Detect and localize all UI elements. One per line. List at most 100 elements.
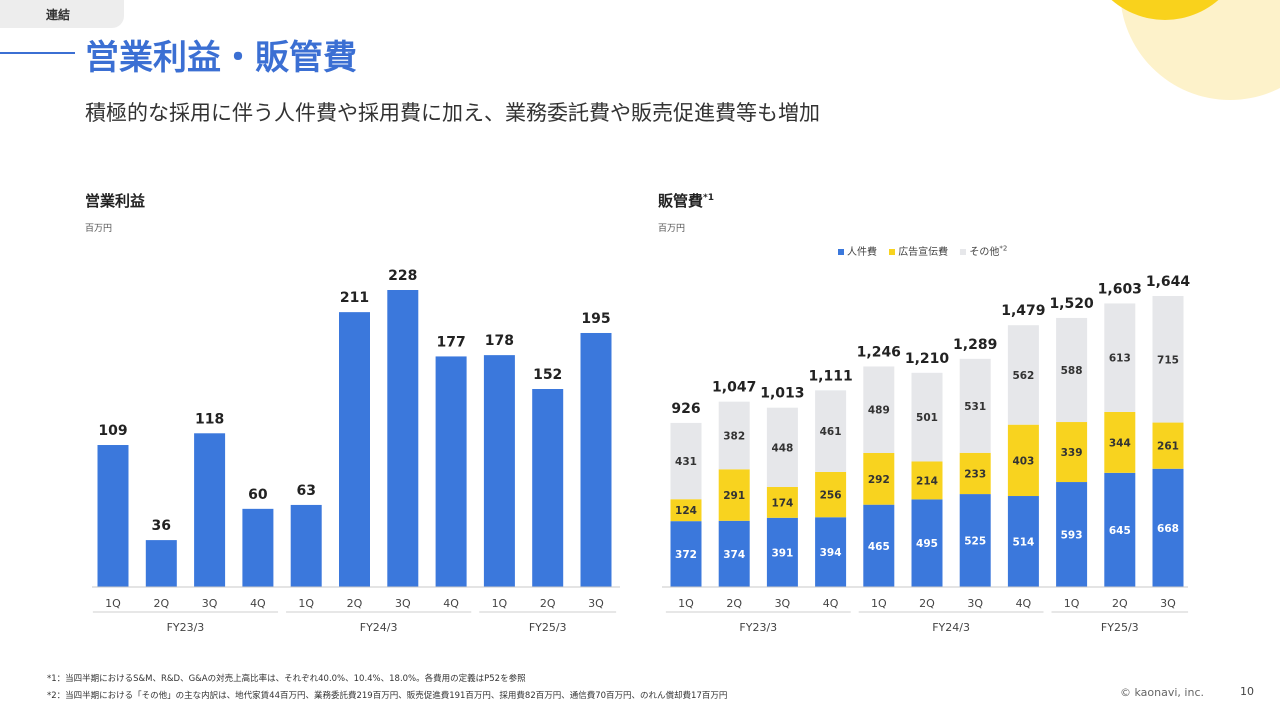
sga-advertising-segment [670, 499, 702, 522]
sga-other-segment [670, 422, 702, 500]
sga-other-segment [1152, 296, 1184, 423]
sga-other-segment-label: 715 [1157, 354, 1179, 366]
sga-other-segment [959, 358, 991, 453]
sga-personnel-segment [1007, 496, 1039, 587]
sga-other-segment-label: 531 [964, 401, 986, 413]
sga-other-segment [1007, 325, 1039, 425]
sga-personnel-segment-label: 394 [820, 547, 842, 559]
page-subtitle: 積極的な採用に伴う人件費や採用費に加え、業務委託費や販売促進費等も増加 [85, 101, 820, 125]
sga-other-segment-label: 382 [723, 430, 745, 442]
sga-personnel-segment [815, 517, 847, 587]
legend-swatch-advertising [889, 249, 896, 255]
operating-profit-bar [145, 540, 177, 587]
sga-other-segment-label: 448 [771, 442, 793, 454]
sga-advertising-segment-label: 214 [916, 475, 938, 487]
sga-total-label: 1,111 [808, 368, 852, 384]
legend-item-advertising: 広告宣伝費 [889, 247, 948, 258]
sga-advertising-segment [911, 461, 943, 500]
page-number: 10 [1240, 685, 1254, 698]
sga-total-label: 1,013 [760, 386, 804, 402]
sga-total-label: 1,603 [1098, 281, 1142, 297]
sga-advertising-segment-label: 339 [1061, 447, 1083, 459]
sga-advertising-segment [815, 471, 847, 518]
sga-other-segment-label: 588 [1061, 365, 1083, 377]
sga-advertising-segment-label: 261 [1157, 441, 1179, 453]
sga-personnel-segment-label: 525 [964, 536, 986, 548]
sga-advertising-segment [718, 469, 750, 521]
sga-other-segment-label: 613 [1109, 353, 1131, 365]
operating-profit-value-label: 109 [98, 423, 127, 439]
sga-personnel-segment [863, 504, 895, 587]
sga-personnel-segment [670, 521, 702, 587]
title-accent-line [0, 52, 75, 54]
operating-profit-bar [339, 312, 370, 587]
operating-profit-tick-label: 4Q [443, 597, 459, 610]
legend-item-other: その他*2 [960, 245, 1007, 258]
sga-personnel-segment-label: 372 [675, 549, 697, 561]
sga-other-segment-label: 489 [868, 405, 890, 417]
sga-tick-label: 2Q [726, 597, 742, 610]
sga-advertising-segment-label: 174 [771, 497, 793, 509]
operating-profit-bar [435, 356, 467, 587]
sga-total-label: 926 [671, 401, 700, 417]
sga-other-segment [1056, 317, 1088, 423]
legend-label-advertising: 広告宣伝費 [898, 247, 949, 258]
sga-other-segment [815, 390, 847, 472]
sga-tick-label: 1Q [871, 597, 887, 610]
sga-title-note: *1 [703, 193, 714, 203]
operating-profit-bar [483, 355, 515, 587]
sga-tick-label: 3Q [967, 597, 983, 610]
sga-group-label: FY24/3 [932, 621, 970, 634]
sga-other-segment-label: 461 [820, 426, 842, 438]
sga-total-label: 1,289 [953, 337, 997, 353]
sga-advertising-segment-label: 233 [964, 468, 986, 480]
sga-tick-label: 2Q [1112, 597, 1128, 610]
sga-other-segment [718, 401, 750, 470]
sga-personnel-segment [766, 517, 798, 587]
sga-personnel-segment [718, 520, 750, 587]
sga-title-text: 販管費 [658, 192, 704, 210]
legend-swatch-personnel [838, 249, 844, 255]
sga-advertising-segment-label: 256 [820, 490, 842, 502]
copyright: © kaonavi, inc. [1120, 686, 1204, 699]
sga-advertising-segment-label: 344 [1109, 437, 1131, 449]
sga-personnel-segment-label: 391 [771, 547, 793, 559]
sga-personnel-segment [1152, 468, 1184, 587]
operating-profit-tick-label: 3Q [395, 597, 411, 610]
operating-profit-bar [387, 290, 419, 587]
sga-advertising-segment-label: 291 [723, 490, 745, 502]
sga-total-label: 1,246 [857, 344, 901, 360]
sga-personnel-segment [959, 494, 991, 587]
sga-advertising-segment-label: 292 [868, 474, 890, 486]
section-tag: 連結 [0, 0, 124, 28]
sga-advertising-segment [766, 486, 798, 518]
sga-advertising-segment [1152, 422, 1184, 469]
operating-profit-tick-label: 1Q [105, 597, 121, 610]
sga-personnel-segment-label: 668 [1157, 523, 1179, 535]
operating-profit-bar [194, 433, 226, 587]
operating-profit-value-label: 60 [248, 487, 268, 503]
sga-tick-label: 4Q [1016, 597, 1032, 610]
sga-legend: 人件費 広告宣伝費 その他*2 [838, 243, 1016, 258]
sga-other-segment [1104, 303, 1136, 412]
sga-advertising-segment [1056, 422, 1088, 483]
sga-personnel-segment [911, 499, 943, 587]
operating-profit-group-label: FY25/3 [529, 621, 567, 634]
sga-other-segment [863, 366, 895, 454]
operating-profit-group-label: FY23/3 [167, 621, 205, 634]
operating-profit-value-label: 211 [340, 290, 369, 306]
sga-advertising-segment [1104, 411, 1136, 473]
legend-label-personnel: 人件費 [847, 247, 877, 258]
page-title: 営業利益・販管費 [85, 38, 357, 78]
sga-personnel-segment-label: 495 [916, 538, 938, 550]
sga-advertising-segment-label: 403 [1012, 455, 1034, 467]
sga-tick-label: 1Q [678, 597, 694, 610]
sga-other-segment-label: 431 [675, 456, 697, 468]
operating-profit-tick-label: 1Q [492, 597, 508, 610]
sga-advertising-segment [863, 453, 895, 505]
sga-tick-label: 3Q [775, 597, 791, 610]
operating-profit-chart-title: 営業利益 [85, 192, 146, 210]
sga-advertising-segment-label: 124 [675, 505, 697, 517]
operating-profit-value-label: 63 [296, 483, 315, 499]
footnote-2: *2：当四半期における「その他」の主な内訳は、地代家賃44百万円、業務委託費21… [47, 691, 728, 701]
